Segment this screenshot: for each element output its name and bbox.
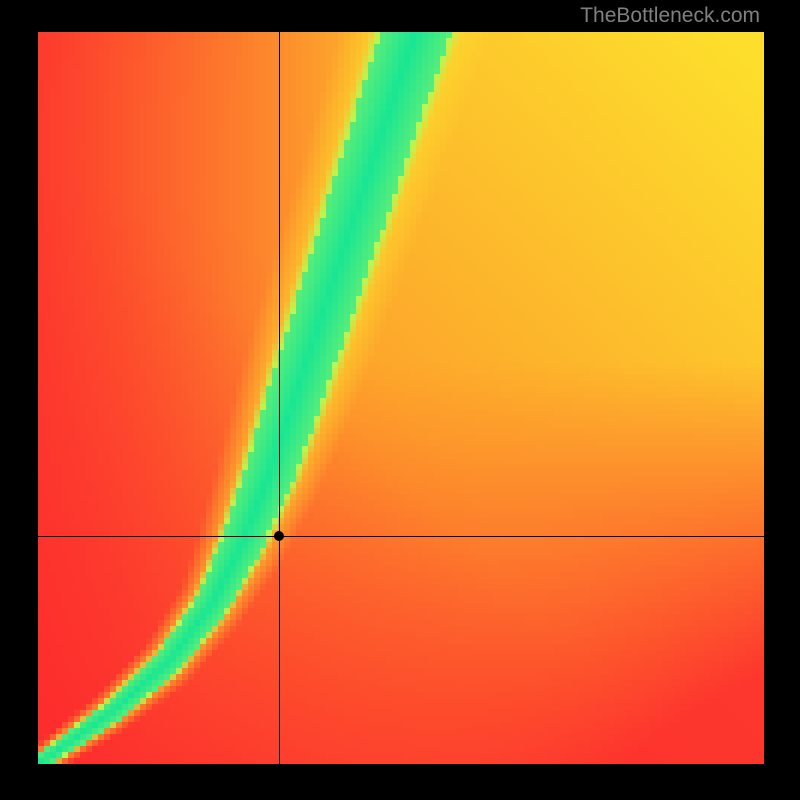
chart-container: TheBottleneck.com: [0, 0, 800, 800]
heatmap-canvas: [38, 32, 764, 764]
watermark-text: TheBottleneck.com: [580, 4, 760, 28]
crosshair-horizontal: [38, 536, 764, 537]
marker-dot: [274, 531, 284, 541]
crosshair-vertical: [279, 32, 280, 764]
heatmap-plot: [38, 32, 764, 764]
